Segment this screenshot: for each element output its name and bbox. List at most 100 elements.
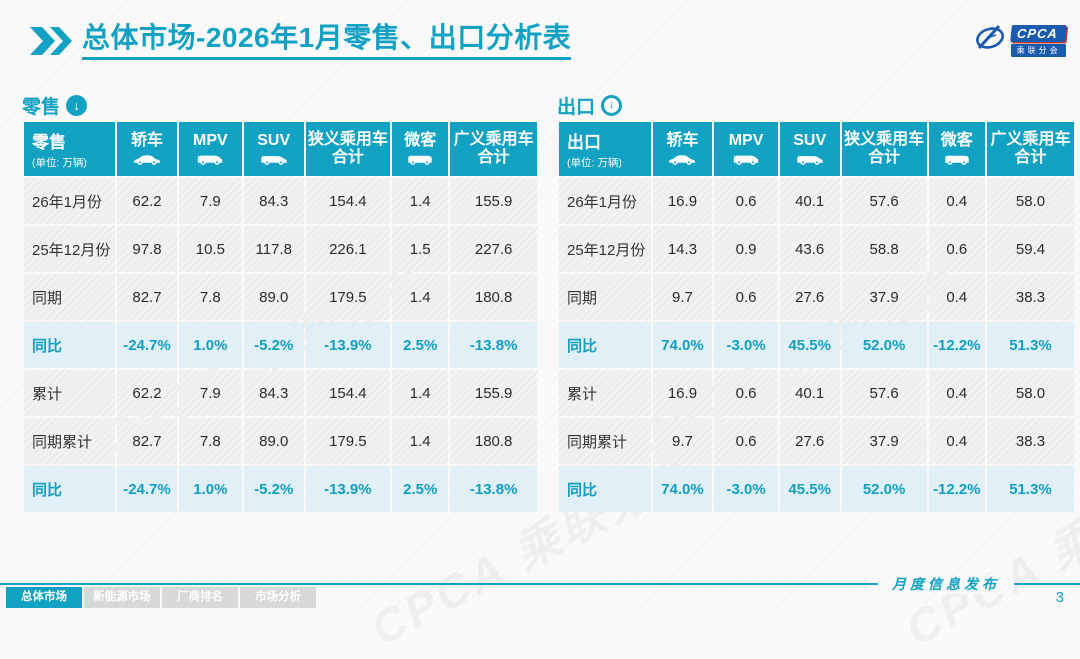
table-cell: 2.5% (392, 322, 449, 368)
table-cell: 0.6 (714, 370, 778, 416)
table-cell: 57.6 (841, 370, 927, 416)
suv-icon (780, 151, 840, 166)
table-cell: 40.1 (779, 178, 840, 224)
table-cell: 1.0% (178, 322, 242, 368)
table-cell: 154.4 (305, 178, 391, 224)
table-cell: 38.3 (986, 274, 1074, 320)
column-header: 轿车 (652, 122, 713, 176)
table-cell: 37.9 (841, 418, 927, 464)
table-cell: 7.9 (178, 178, 242, 224)
table-cell: 0.4 (928, 370, 985, 416)
table-cell: 7.9 (178, 370, 242, 416)
sedan-icon (117, 151, 177, 166)
table-cell: -5.2% (243, 322, 304, 368)
row-label: 同比 (559, 322, 651, 368)
table-cell: 1.0% (178, 466, 242, 512)
table-cell: 97.8 (117, 226, 177, 272)
table-cell: 16.9 (652, 370, 713, 416)
table-cell: 84.3 (243, 178, 304, 224)
table-cell: 52.0% (841, 322, 927, 368)
table-cell: 82.7 (117, 418, 177, 464)
row-label: 同期累计 (559, 418, 651, 464)
retail-table: 零售 (单位: 万辆) 轿车 MPV SUV 狭义乘用车 合计 微客 广义乘用车 合计 26年1月份… (22, 120, 539, 514)
mpv-icon (179, 151, 242, 166)
row-label: 累计 (559, 370, 651, 416)
table-cell: 0.4 (928, 178, 985, 224)
table-row: 同期累计 9.7 0.6 27.6 37.9 0.4 38.3 (559, 418, 1074, 464)
cpca-swoosh-icon (972, 22, 1008, 59)
microvan-icon (392, 151, 448, 166)
table-row: 同比 74.0% -3.0% 45.5% 52.0% -12.2% 51.3% (559, 466, 1074, 512)
table-cell: 180.8 (450, 418, 537, 464)
table-cell: 58.0 (986, 178, 1074, 224)
down-arrow-circle-icon: ↓ (601, 94, 623, 116)
table-cell: 74.0% (652, 466, 713, 512)
table-row: 26年1月份 62.2 7.9 84.3 154.4 1.4 155.9 (24, 178, 537, 224)
table-cell: 10.5 (178, 226, 242, 272)
table-cell: -3.0% (714, 322, 778, 368)
tab-nev-market[interactable]: 新能源市场 (84, 587, 160, 608)
tab-oem-ranking[interactable]: 厂商排名 (162, 587, 238, 608)
table-cell: -13.9% (305, 466, 391, 512)
table-cell: -13.9% (305, 322, 391, 368)
table-cell: -24.7% (117, 466, 177, 512)
retail-section-label: 零售 (22, 96, 61, 118)
table-title: 零售 (32, 133, 66, 152)
table-cell: 16.9 (652, 178, 713, 224)
table-cell: 57.6 (841, 178, 927, 224)
table-cell: 0.6 (714, 178, 778, 224)
table-cell: 179.5 (305, 418, 391, 464)
table-cell: 0.6 (928, 226, 985, 272)
table-cell: 7.8 (178, 418, 242, 464)
table-cell: 179.5 (305, 274, 391, 320)
table-cell: 154.4 (305, 370, 391, 416)
row-label: 同比 (24, 322, 116, 368)
column-header: 微客 (928, 122, 985, 176)
table-row: 累计 62.2 7.9 84.3 154.4 1.4 155.9 (24, 370, 537, 416)
table-cell: 27.6 (779, 274, 840, 320)
table-cell: 62.2 (117, 370, 177, 416)
table-cell: 2.5% (392, 466, 449, 512)
table-cell: 62.2 (117, 178, 177, 224)
tab-overall-market[interactable]: 总体市场 (6, 587, 82, 608)
footer-tabs: 总体市场 新能源市场 厂商排名 市场分析 (6, 587, 318, 608)
table-cell: 51.3% (986, 322, 1074, 368)
slide-header: 总体市场-2026年1月零售、出口分析表 (28, 22, 572, 61)
export-table-title-cell: 出口 (单位: 万辆) (559, 122, 651, 176)
export-section-label: 出口 (557, 96, 596, 118)
table-cell: 51.3% (986, 466, 1074, 512)
table-cell: 58.0 (986, 370, 1074, 416)
table-cell: 9.7 (652, 274, 713, 320)
double-chevron-icon (28, 25, 72, 57)
table-cell: 227.6 (450, 226, 537, 272)
page-title-rest: -2026年1月零售、出口分析表 (196, 22, 572, 53)
footer-note: 月度信息发布 (878, 574, 1014, 594)
microvan-icon (929, 151, 985, 166)
retail-section: 零售 ↓ 零售 (单位: 万辆) 轿车 MPV SUV 狭义乘用车 合计 微客 广义乘用车 合计 2… (22, 92, 706, 655)
table-cell: 82.7 (117, 274, 177, 320)
table-cell: 58.8 (841, 226, 927, 272)
row-label: 同期 (559, 274, 651, 320)
retail-table-title-cell: 零售 (单位: 万辆) (24, 122, 116, 176)
tab-market-analysis[interactable]: 市场分析 (240, 587, 316, 608)
table-row: 同比 -24.7% 1.0% -5.2% -13.9% 2.5% -13.8% (24, 466, 537, 512)
column-header: MPV (714, 122, 778, 176)
row-label: 同比 (559, 466, 651, 512)
tables-area: 零售 ↓ 零售 (单位: 万辆) 轿车 MPV SUV 狭义乘用车 合计 微客 广义乘用车 合计 2… (22, 92, 1080, 655)
table-row: 同期 9.7 0.6 27.6 37.9 0.4 38.3 (559, 274, 1074, 320)
row-label: 25年12月份 (559, 226, 651, 272)
table-cell: 1.5 (392, 226, 449, 272)
cpca-logo-text: CPCA (1010, 24, 1067, 42)
table-unit: (单位: 万辆) (567, 157, 622, 169)
column-header: SUV (779, 122, 840, 176)
table-row: 累计 16.9 0.6 40.1 57.6 0.4 58.0 (559, 370, 1074, 416)
table-row: 同比 -24.7% 1.0% -5.2% -13.9% 2.5% -13.8% (24, 322, 537, 368)
row-label: 同期累计 (24, 418, 116, 464)
table-unit: (单位: 万辆) (32, 157, 87, 169)
table-cell: 89.0 (243, 274, 304, 320)
table-cell: 155.9 (450, 370, 537, 416)
table-cell: 84.3 (243, 370, 304, 416)
table-cell: 40.1 (779, 370, 840, 416)
table-row: 25年12月份 14.3 0.9 43.6 58.8 0.6 59.4 (559, 226, 1074, 272)
table-cell: -12.2% (928, 322, 985, 368)
